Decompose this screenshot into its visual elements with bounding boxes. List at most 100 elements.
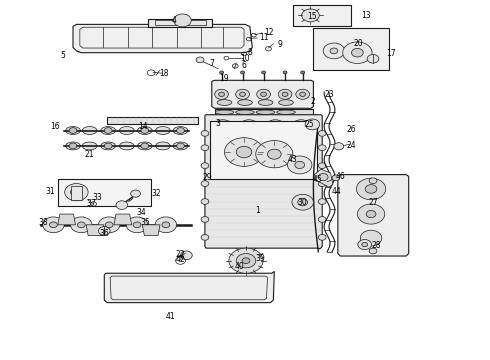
Circle shape [162, 222, 170, 228]
Text: 40: 40 [234, 262, 244, 271]
Text: 43: 43 [288, 155, 298, 164]
Circle shape [65, 184, 88, 201]
Circle shape [305, 119, 320, 130]
Text: 25: 25 [305, 120, 314, 129]
Polygon shape [148, 19, 212, 27]
Text: 21: 21 [85, 150, 95, 159]
Circle shape [105, 222, 113, 228]
Ellipse shape [238, 100, 252, 105]
Text: 39: 39 [256, 254, 266, 263]
Text: 4: 4 [172, 16, 176, 25]
Text: 44: 44 [332, 187, 342, 196]
Ellipse shape [156, 142, 170, 150]
Circle shape [196, 57, 204, 63]
Bar [58, 179, 151, 206]
Text: 9: 9 [278, 40, 283, 49]
Circle shape [219, 124, 227, 130]
Ellipse shape [236, 110, 254, 114]
Circle shape [245, 124, 253, 130]
Circle shape [351, 48, 363, 57]
Polygon shape [205, 115, 322, 249]
Circle shape [239, 120, 259, 134]
Circle shape [356, 178, 386, 200]
Circle shape [292, 120, 311, 134]
Polygon shape [114, 214, 132, 225]
Circle shape [330, 48, 338, 54]
Text: 14: 14 [139, 122, 148, 131]
Text: 27: 27 [368, 198, 378, 207]
Bar [107, 117, 197, 125]
Circle shape [213, 120, 233, 134]
Circle shape [201, 181, 209, 186]
Circle shape [126, 217, 148, 233]
Circle shape [219, 92, 224, 96]
Ellipse shape [66, 142, 80, 150]
Circle shape [240, 92, 245, 96]
Polygon shape [315, 169, 333, 187]
Circle shape [318, 199, 326, 204]
Circle shape [360, 230, 382, 246]
Text: 26: 26 [347, 125, 356, 134]
Circle shape [318, 131, 326, 136]
Ellipse shape [215, 110, 234, 114]
Circle shape [69, 143, 77, 149]
Text: 13: 13 [361, 11, 371, 20]
Ellipse shape [120, 127, 134, 134]
Circle shape [229, 248, 263, 273]
Ellipse shape [277, 110, 295, 114]
Circle shape [236, 89, 249, 99]
Circle shape [296, 89, 310, 99]
Circle shape [43, 217, 64, 233]
Polygon shape [143, 225, 160, 235]
Circle shape [98, 226, 110, 235]
Ellipse shape [101, 142, 116, 150]
Circle shape [201, 163, 209, 168]
Circle shape [141, 128, 149, 134]
Bar [71, 186, 82, 200]
Circle shape [268, 149, 281, 159]
Circle shape [241, 71, 245, 74]
Text: 42: 42 [176, 255, 185, 264]
Circle shape [367, 54, 379, 63]
Text: 22: 22 [176, 250, 185, 259]
Circle shape [236, 146, 252, 158]
Ellipse shape [256, 110, 275, 114]
Ellipse shape [120, 142, 134, 150]
Text: 18: 18 [160, 69, 169, 78]
Text: 12: 12 [264, 28, 273, 37]
Circle shape [104, 143, 112, 149]
Circle shape [271, 124, 279, 130]
Text: 29: 29 [202, 173, 212, 182]
Circle shape [133, 222, 141, 228]
Ellipse shape [173, 142, 188, 150]
Text: 24: 24 [347, 141, 356, 150]
Circle shape [318, 145, 326, 150]
Circle shape [318, 234, 326, 240]
Text: 35: 35 [140, 218, 150, 227]
Circle shape [365, 185, 377, 193]
Circle shape [201, 145, 209, 150]
Circle shape [301, 71, 305, 74]
Circle shape [295, 161, 305, 168]
Circle shape [266, 120, 285, 134]
Text: 5: 5 [61, 51, 66, 60]
Text: 41: 41 [166, 312, 175, 321]
Text: 20: 20 [354, 39, 363, 48]
Circle shape [242, 258, 250, 264]
Ellipse shape [258, 100, 273, 105]
Circle shape [292, 194, 314, 210]
Text: 31: 31 [46, 187, 55, 196]
Circle shape [98, 217, 120, 233]
Circle shape [278, 89, 292, 99]
Ellipse shape [217, 100, 232, 105]
Text: 16: 16 [50, 122, 60, 131]
Circle shape [369, 248, 377, 254]
Ellipse shape [156, 127, 170, 134]
Text: 34: 34 [137, 208, 147, 217]
Circle shape [236, 253, 256, 268]
Circle shape [201, 234, 209, 240]
Circle shape [69, 128, 77, 134]
Ellipse shape [101, 127, 116, 134]
Text: 36: 36 [99, 229, 109, 238]
Text: 7: 7 [209, 59, 214, 68]
